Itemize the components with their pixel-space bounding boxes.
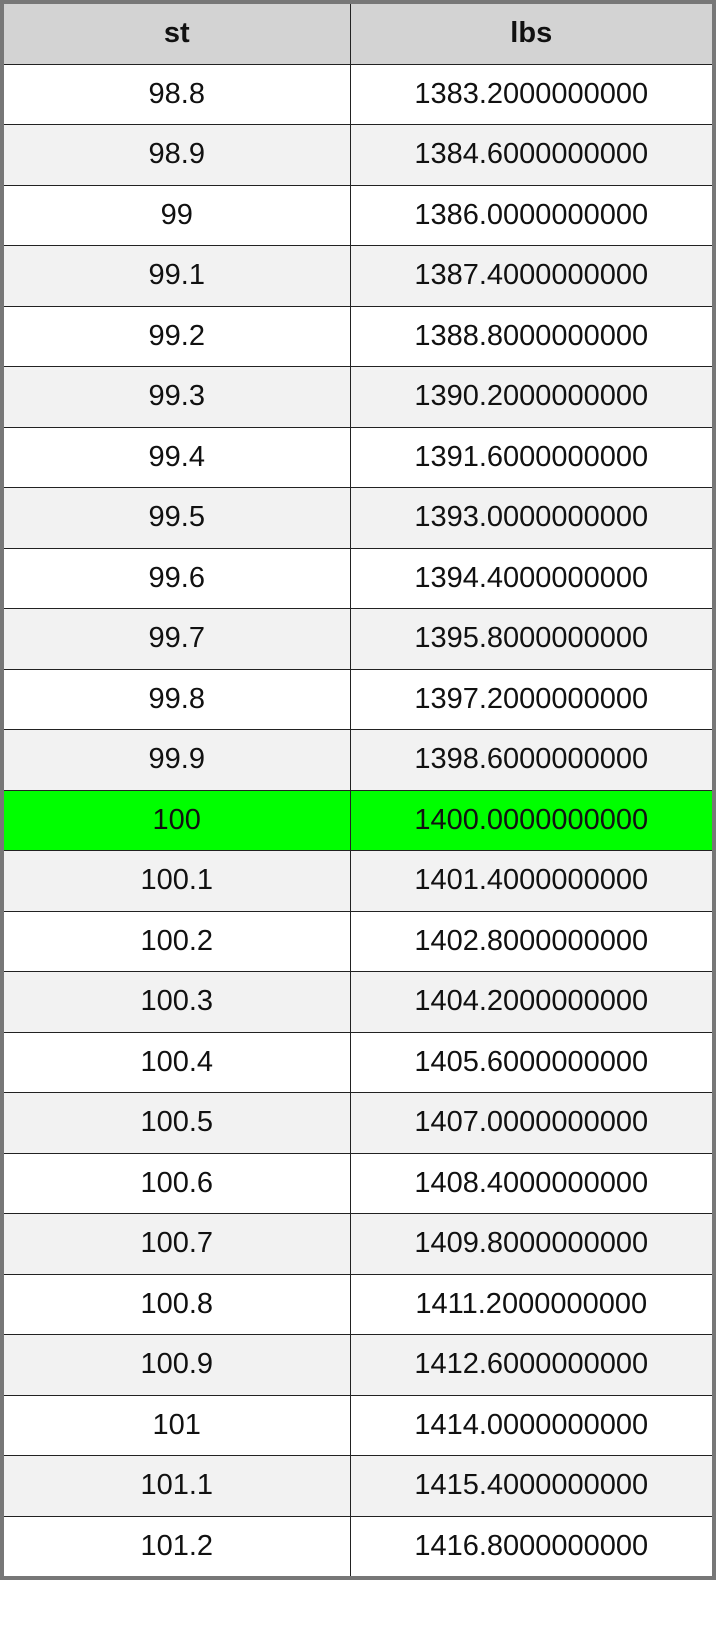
cell-lbs: 1409.8000000000 xyxy=(349,1213,715,1275)
cell-lbs: 1411.2000000000 xyxy=(349,1273,715,1335)
cell-lbs: 1391.6000000000 xyxy=(349,426,715,488)
cell-st: 100.4 xyxy=(1,1031,351,1093)
cell-lbs: 1400.0000000000 xyxy=(349,789,715,851)
header-st: st xyxy=(1,1,351,65)
table-row: 100.5 1407.0000000000 xyxy=(1,1092,715,1154)
cell-lbs: 1407.0000000000 xyxy=(349,1092,715,1154)
table-row-highlighted: 100 1400.0000000000 xyxy=(1,789,715,851)
cell-lbs: 1395.8000000000 xyxy=(349,608,715,670)
cell-st: 99.3 xyxy=(1,366,351,428)
cell-lbs: 1394.4000000000 xyxy=(349,547,715,609)
table-row: 99.7 1395.8000000000 xyxy=(1,608,715,670)
cell-lbs: 1383.2000000000 xyxy=(349,63,715,125)
cell-lbs: 1384.6000000000 xyxy=(349,124,715,186)
table-row: 100.4 1405.6000000000 xyxy=(1,1031,715,1093)
cell-st: 99.8 xyxy=(1,668,351,730)
table-row: 99.4 1391.6000000000 xyxy=(1,426,715,488)
table-row: 99.9 1398.6000000000 xyxy=(1,729,715,791)
cell-st: 100.8 xyxy=(1,1273,351,1335)
cell-st: 99.9 xyxy=(1,729,351,791)
cell-lbs: 1416.8000000000 xyxy=(349,1515,715,1579)
table-row: 100.3 1404.2000000000 xyxy=(1,971,715,1033)
cell-st: 99.1 xyxy=(1,245,351,307)
cell-lbs: 1393.0000000000 xyxy=(349,487,715,549)
cell-st: 99 xyxy=(1,184,351,246)
table-row: 100.8 1411.2000000000 xyxy=(1,1273,715,1335)
cell-lbs: 1415.4000000000 xyxy=(349,1455,715,1517)
cell-st: 101.1 xyxy=(1,1455,351,1517)
cell-lbs: 1386.0000000000 xyxy=(349,184,715,246)
cell-st: 98.9 xyxy=(1,124,351,186)
table-row: 100.6 1408.4000000000 xyxy=(1,1152,715,1214)
table-row: 99.5 1393.0000000000 xyxy=(1,487,715,549)
table-row: 99.1 1387.4000000000 xyxy=(1,245,715,307)
cell-lbs: 1388.8000000000 xyxy=(349,305,715,367)
cell-st: 99.6 xyxy=(1,547,351,609)
table-row: 100.1 1401.4000000000 xyxy=(1,850,715,912)
cell-st: 100 xyxy=(1,789,351,851)
cell-st: 100.1 xyxy=(1,850,351,912)
header-row: st lbs xyxy=(1,1,715,65)
cell-st: 100.6 xyxy=(1,1152,351,1214)
table-row: 99.3 1390.2000000000 xyxy=(1,366,715,428)
cell-lbs: 1408.4000000000 xyxy=(349,1152,715,1214)
cell-st: 100.7 xyxy=(1,1213,351,1275)
cell-lbs: 1412.6000000000 xyxy=(349,1334,715,1396)
cell-st: 99.7 xyxy=(1,608,351,670)
table-row: 100.7 1409.8000000000 xyxy=(1,1213,715,1275)
table-row: 99.6 1394.4000000000 xyxy=(1,547,715,609)
table-row: 101.1 1415.4000000000 xyxy=(1,1455,715,1517)
cell-st: 100.3 xyxy=(1,971,351,1033)
cell-st: 98.8 xyxy=(1,63,351,125)
cell-lbs: 1397.2000000000 xyxy=(349,668,715,730)
table-row: 100.2 1402.8000000000 xyxy=(1,910,715,972)
cell-lbs: 1390.2000000000 xyxy=(349,366,715,428)
conversion-table: st lbs 98.8 1383.2000000000 98.9 1384.60000… xyxy=(0,0,716,1580)
table-row: 100.9 1412.6000000000 xyxy=(1,1334,715,1396)
cell-lbs: 1401.4000000000 xyxy=(349,850,715,912)
cell-st: 99.2 xyxy=(1,305,351,367)
header-lbs: lbs xyxy=(349,1,715,65)
table-row: 101 1414.0000000000 xyxy=(1,1394,715,1456)
cell-lbs: 1387.4000000000 xyxy=(349,245,715,307)
table-row: 101.2 1416.8000000000 xyxy=(1,1515,715,1579)
table-row: 99 1386.0000000000 xyxy=(1,184,715,246)
table-row: 99.8 1397.2000000000 xyxy=(1,668,715,730)
cell-lbs: 1414.0000000000 xyxy=(349,1394,715,1456)
cell-lbs: 1404.2000000000 xyxy=(349,971,715,1033)
cell-st: 100.9 xyxy=(1,1334,351,1396)
cell-st: 100.2 xyxy=(1,910,351,972)
cell-st: 99.4 xyxy=(1,426,351,488)
cell-lbs: 1405.6000000000 xyxy=(349,1031,715,1093)
cell-st: 100.5 xyxy=(1,1092,351,1154)
cell-lbs: 1398.6000000000 xyxy=(349,729,715,791)
cell-st: 101.2 xyxy=(1,1515,351,1579)
table-row: 98.9 1384.6000000000 xyxy=(1,124,715,186)
cell-st: 101 xyxy=(1,1394,351,1456)
table-row: 98.8 1383.2000000000 xyxy=(1,63,715,125)
table-row: 99.2 1388.8000000000 xyxy=(1,305,715,367)
cell-st: 99.5 xyxy=(1,487,351,549)
cell-lbs: 1402.8000000000 xyxy=(349,910,715,972)
